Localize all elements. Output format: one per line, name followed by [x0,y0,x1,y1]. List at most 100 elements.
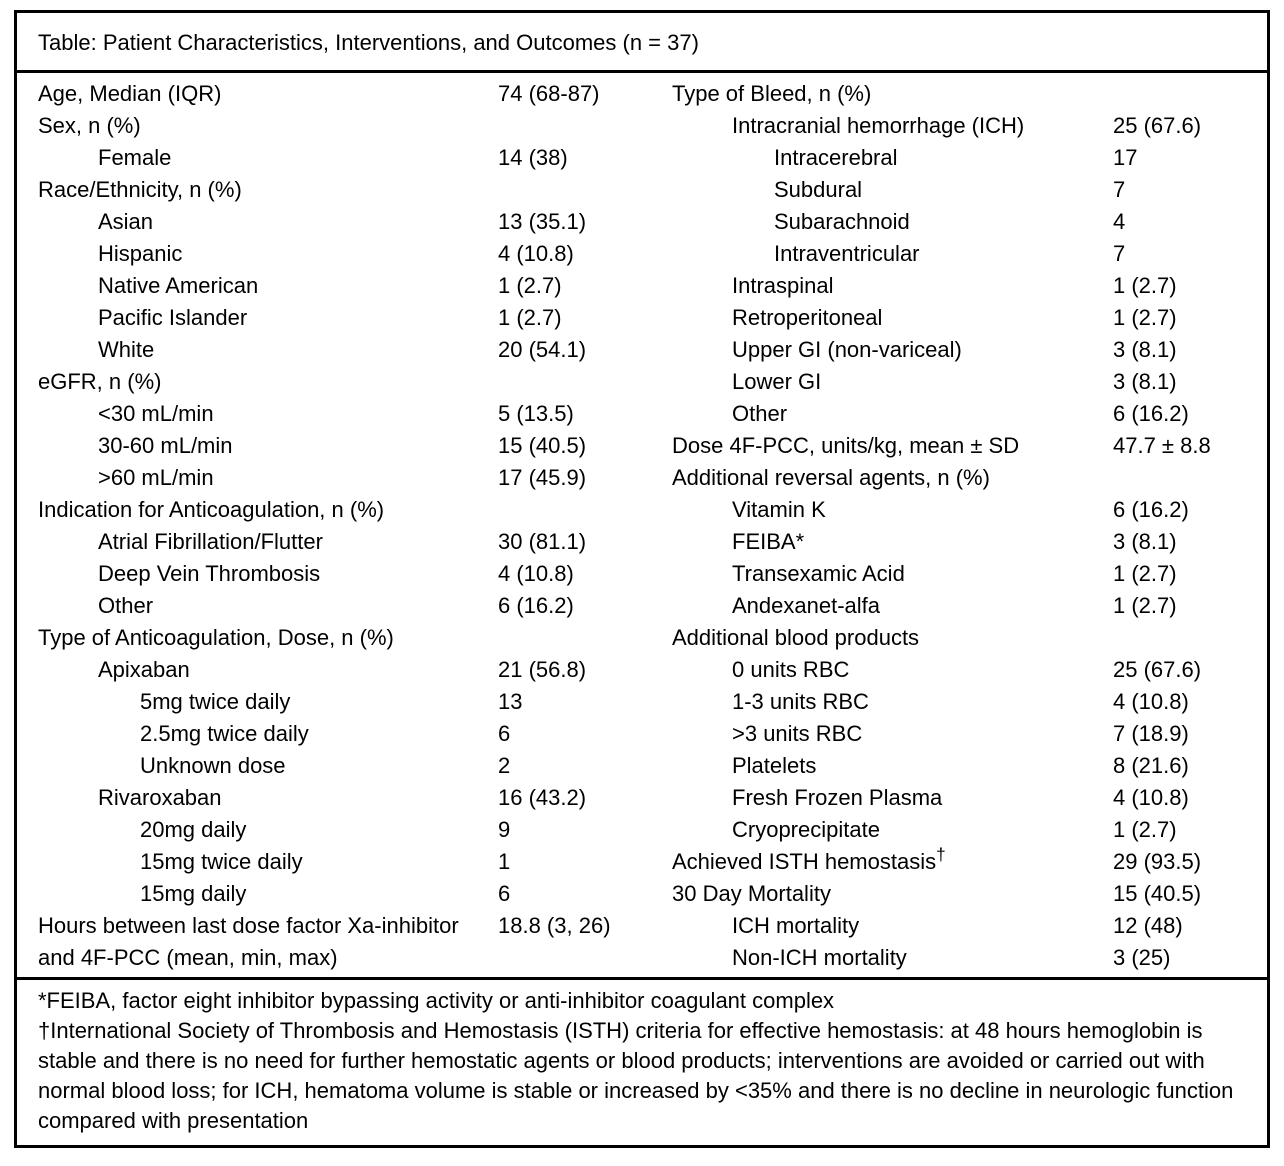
table-row: <30 mL/min 5 (13.5) [38,398,672,430]
row-label: 5mg twice daily [140,689,291,714]
row-label: 30 Day Mortality [672,881,831,906]
row-value: 1 (2.7) [1113,817,1177,842]
row-value: 7 [1113,241,1126,266]
row-value: 13 [498,689,523,714]
footnotes-section: *FEIBA, factor eight inhibitor bypassing… [17,977,1267,1145]
table-row: White 20 (54.1) [38,334,672,366]
row-label: Fresh Frozen Plasma [732,785,943,810]
row-label: Vitamin K [732,497,826,522]
table-row: Upper GI (non-variceal) 3 (8.1) [672,334,1249,366]
table-row: Retroperitoneal 1 (2.7) [672,302,1249,334]
table-row: Lower GI 3 (8.1) [672,366,1249,398]
row-label: Upper GI (non-variceal) [732,337,962,362]
row-label: Race/Ethnicity, n (%) [38,177,242,202]
table-row: Age, Median (IQR) 74 (68-87) [38,78,672,110]
table-row: Subarachnoid 4 [672,206,1249,238]
row-value: 15 (40.5) [498,433,587,458]
table-row: Deep Vein Thrombosis 4 (10.8) [38,558,672,590]
row-label: Additional reversal agents, n (%) [672,465,990,490]
table-row: FEIBA* 3 (8.1) [672,526,1249,558]
row-value: 1 (2.7) [1113,593,1177,618]
footnote-text: †International Society of Thrombosis and… [38,1018,1234,1133]
table-row: Apixaban 21 (56.8) [38,654,672,686]
row-value: 8 (21.6) [1113,753,1189,778]
row-label: Deep Vein Thrombosis [98,561,321,586]
row-label: ICH mortality [732,913,860,938]
row-label: Atrial Fibrillation/Flutter [98,529,323,554]
table-row: Intraventricular 7 [672,238,1249,270]
row-value: 6 (16.2) [1113,497,1189,522]
table-row: Intraspinal 1 (2.7) [672,270,1249,302]
table-row: Rivaroxaban 16 (43.2) [38,782,672,814]
row-value: 1 (2.7) [1113,561,1177,586]
row-label: >3 units RBC [732,721,863,746]
row-label: Dose 4F-PCC, units/kg, mean ± SD [672,433,1020,458]
table-row: 20mg daily 9 [38,814,672,846]
row-value: 5 (13.5) [498,401,574,426]
table-row: Hispanic 4 (10.8) [38,238,672,270]
row-label: Pacific Islander [98,305,248,330]
row-value: 1 (2.7) [498,273,562,298]
row-label: 15mg daily [140,881,247,906]
table-body: Age, Median (IQR) 74 (68-87) Sex, n (%) Fem… [17,73,1267,977]
row-label: Lower GI [732,369,822,394]
row-value: 4 (10.8) [1113,785,1189,810]
row-value: 1 [498,849,511,874]
table-row: Andexanet-alfa 1 (2.7) [672,590,1249,622]
row-label: Additional blood products [672,625,920,650]
row-label: Type of Anticoagulation, Dose, n (%) [38,625,394,650]
footnote-text: *FEIBA, factor eight inhibitor bypassing… [38,988,835,1013]
table-row: Indication for Anticoagulation, n (%) [38,494,672,526]
row-label: Other [732,401,788,426]
table-row: Intracranial hemorrhage (ICH) 25 (67.6) [672,110,1249,142]
row-value: 6 (16.2) [1113,401,1189,426]
table-row: Non-ICH mortality 3 (25) [672,942,1249,974]
table-row: Cryoprecipitate 1 (2.7) [672,814,1249,846]
row-label: Subarachnoid [774,209,910,234]
row-label: eGFR, n (%) [38,369,162,394]
row-label: Asian [98,209,154,234]
table-row: eGFR, n (%) [38,366,672,398]
row-value: 29 (93.5) [1113,849,1202,874]
row-label: Intraspinal [732,273,834,298]
row-label: Unknown dose [140,753,286,778]
row-label: Native American [98,273,259,298]
table-column-left: Age, Median (IQR) 74 (68-87) Sex, n (%) Fem… [38,78,672,974]
row-label: Andexanet-alfa [732,593,880,618]
row-label: Apixaban [98,657,190,682]
table-row: Intracerebral 17 [672,142,1249,174]
table-row: 1-3 units RBC 4 (10.8) [672,686,1249,718]
table-row: >3 units RBC 7 (18.9) [672,718,1249,750]
patient-characteristics-table: Table: Patient Characteristics, Interven… [14,10,1270,1148]
table-row: Race/Ethnicity, n (%) [38,174,672,206]
row-value: 14 (38) [498,145,568,170]
row-label: 30-60 mL/min [98,433,233,458]
table-row: Achieved ISTH hemostasis† 29 (93.5) [672,846,1249,878]
row-value: 1 (2.7) [1113,305,1177,330]
row-label: Female [98,145,172,170]
table-row: Asian 13 (35.1) [38,206,672,238]
row-value: 7 (18.9) [1113,721,1189,746]
row-label: Other [98,593,154,618]
row-label: Indication for Anticoagulation, n (%) [38,497,385,522]
row-label: Subdural [774,177,863,202]
row-value: 21 (56.8) [498,657,587,682]
row-value: 4 (10.8) [1113,689,1189,714]
row-value: 3 (8.1) [1113,337,1177,362]
row-label: Hispanic [98,241,183,266]
row-label: FEIBA* [732,529,805,554]
row-label: 0 units RBC [732,657,850,682]
table-row: Fresh Frozen Plasma 4 (10.8) [672,782,1249,814]
row-value: 6 [498,881,511,906]
table-row: Type of Anticoagulation, Dose, n (%) [38,622,672,654]
row-value: 4 (10.8) [498,561,574,586]
row-value: 16 (43.2) [498,785,587,810]
row-label: Intracerebral [774,145,898,170]
row-label: 1-3 units RBC [732,689,869,714]
row-label: Achieved ISTH hemostasis† [672,844,946,874]
table-row: 30 Day Mortality 15 (40.5) [672,878,1249,910]
row-value: 4 [1113,209,1126,234]
table-title: Table: Patient Characteristics, Interven… [17,13,1267,73]
table-row: 15mg twice daily 1 [38,846,672,878]
row-value: 18.8 (3, 26) [498,913,611,938]
